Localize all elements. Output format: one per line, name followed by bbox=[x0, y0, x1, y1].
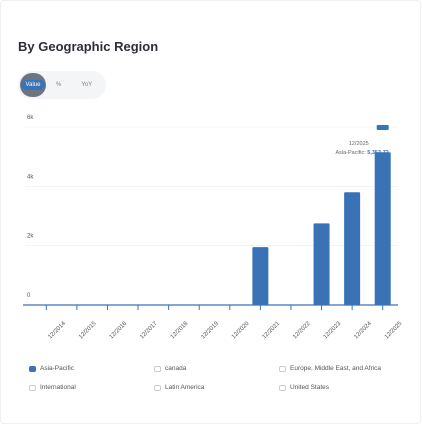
toggle-percent[interactable]: % bbox=[56, 82, 62, 88]
x-tick-label: 12/2014 bbox=[47, 320, 67, 340]
x-tick-label: 12/2024 bbox=[353, 320, 373, 340]
x-tick-label: 12/2022 bbox=[292, 320, 312, 340]
x-tick-label: 12/2023 bbox=[323, 320, 343, 340]
toggle-value[interactable]: Value bbox=[20, 73, 46, 97]
legend-checkbox[interactable] bbox=[29, 384, 36, 391]
legend-label: Asia-Pacific bbox=[40, 365, 74, 372]
legend-item-emea[interactable]: Europe, Middle East, and Africa bbox=[279, 365, 409, 372]
metric-toggle: Value % YoY bbox=[18, 71, 107, 99]
legend-label: United States bbox=[290, 384, 330, 391]
tooltip-marker bbox=[376, 125, 389, 130]
x-tick-label: 12/2021 bbox=[262, 320, 282, 340]
bar bbox=[374, 152, 391, 305]
legend: Asia-Pacific canada Europe, Middle East,… bbox=[29, 365, 409, 391]
legend-label: International bbox=[40, 384, 76, 391]
y-tick-label: 2k bbox=[27, 234, 34, 240]
toggle-track: Value % YoY bbox=[18, 71, 107, 99]
legend-item-united-states[interactable]: United States bbox=[279, 384, 409, 391]
bar bbox=[313, 223, 330, 305]
tooltip-date: 12/2025 bbox=[349, 141, 369, 147]
legend-checkbox[interactable] bbox=[29, 365, 36, 372]
legend-checkbox[interactable] bbox=[154, 384, 161, 391]
x-tick-label: 12/2019 bbox=[200, 320, 220, 340]
legend-label: Latin America bbox=[165, 384, 205, 391]
x-tick-label: 12/2016 bbox=[109, 320, 129, 340]
tooltip-label: Asia-Pacific: 5,353.72 bbox=[335, 150, 388, 156]
toggle-value-label: Value bbox=[20, 80, 46, 90]
y-tick-label: 0 bbox=[27, 293, 31, 299]
legend-item-canada[interactable]: canada bbox=[154, 365, 279, 372]
legend-label: Europe, Middle East, and Africa bbox=[290, 365, 382, 372]
y-tick-label: 6k bbox=[27, 115, 34, 121]
x-tick-label: 12/2018 bbox=[170, 320, 190, 340]
x-tick-label: 12/2015 bbox=[78, 320, 98, 340]
card-title: By Geographic Region bbox=[18, 39, 159, 54]
bar bbox=[252, 247, 269, 305]
legend-checkbox[interactable] bbox=[154, 365, 161, 372]
legend-checkbox[interactable] bbox=[279, 384, 286, 391]
legend-item-asia-pacific[interactable]: Asia-Pacific bbox=[29, 365, 154, 372]
legend-label: canada bbox=[165, 365, 187, 372]
bar-chart: 0 2k 4k 6k 12/2014 12/2015 12/2016 12/2017 12/20… bbox=[23, 115, 404, 340]
toggle-yoy[interactable]: YoY bbox=[81, 82, 93, 88]
legend-item-latin-america[interactable]: Latin America bbox=[154, 384, 279, 391]
legend-item-international[interactable]: International bbox=[29, 384, 154, 391]
y-tick-label: 4k bbox=[27, 174, 34, 180]
legend-checkbox[interactable] bbox=[279, 365, 286, 372]
x-tick-label: 12/2017 bbox=[139, 320, 159, 340]
bar bbox=[344, 192, 361, 305]
x-tick-label: 12/2020 bbox=[231, 320, 251, 340]
x-tick-label: 12/2025 bbox=[384, 320, 404, 340]
